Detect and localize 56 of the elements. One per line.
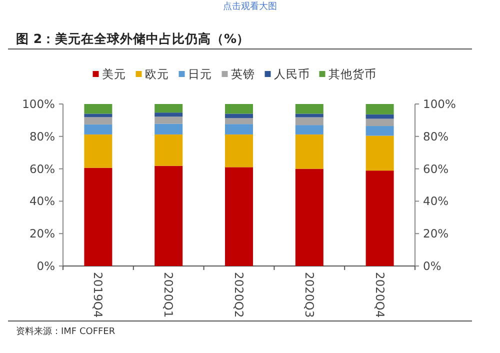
y-tick-label: 60% <box>29 162 56 176</box>
y2-tick-label: 100% <box>423 97 456 111</box>
y-tick-label: 100% <box>22 97 56 111</box>
y2-tick-label: 40% <box>423 194 449 208</box>
y2-tick-label: 60% <box>423 162 449 176</box>
y-tick-label: 40% <box>29 194 56 208</box>
bar <box>295 125 324 134</box>
bar <box>225 104 253 114</box>
bar <box>295 104 324 114</box>
x-tick-label: 2020Q3 <box>302 272 316 318</box>
bar <box>225 118 253 124</box>
bar <box>154 124 183 134</box>
bar <box>295 168 324 266</box>
y-tick-label: 80% <box>29 129 56 144</box>
bar <box>84 124 112 134</box>
text: 点击观看大图 <box>223 1 277 12</box>
bar <box>295 114 324 118</box>
chart-title: 图 2：美元在全球外储中占比仍高（%） <box>16 31 250 46</box>
text: 资料来源：IMF COFFER <box>16 326 116 337</box>
bar <box>84 168 112 266</box>
y2-tick-label: 20% <box>423 226 449 241</box>
bar <box>366 114 394 119</box>
legend-label: 其他货币 <box>328 67 376 81</box>
bar <box>225 134 253 168</box>
bar <box>225 114 253 118</box>
legend-label: 人民币 <box>274 67 310 81</box>
bar <box>225 124 253 134</box>
bar <box>84 114 112 118</box>
bar <box>366 170 394 266</box>
bar <box>154 134 183 166</box>
legend-label: 日元 <box>188 67 212 81</box>
bar <box>154 116 183 124</box>
y-tick-label: 0% <box>36 259 56 273</box>
bar <box>295 117 324 126</box>
bar <box>225 167 253 266</box>
x-tick-label: 2020Q1 <box>162 272 176 318</box>
bar <box>154 166 183 266</box>
bar <box>154 112 183 117</box>
bar <box>366 126 394 136</box>
x-tick-label: 2020Q4 <box>372 272 387 318</box>
y-tick-label: 20% <box>29 226 56 241</box>
legend-label: 美元 <box>102 67 126 81</box>
bar <box>366 118 394 126</box>
bar <box>295 134 324 169</box>
bar <box>84 104 112 114</box>
y2-tick-label: 80% <box>423 129 449 144</box>
legend-label: 欧元 <box>144 67 169 81</box>
y2-tick-label: 0% <box>423 259 442 273</box>
bar <box>154 104 183 113</box>
bar <box>84 134 112 168</box>
x-tick-label: 2020Q2 <box>232 272 246 318</box>
legend-label: 英镑 <box>230 67 255 81</box>
x-tick-label: 2019Q4 <box>91 272 106 318</box>
bar <box>366 104 394 114</box>
bar <box>84 117 112 124</box>
bar <box>366 136 394 171</box>
